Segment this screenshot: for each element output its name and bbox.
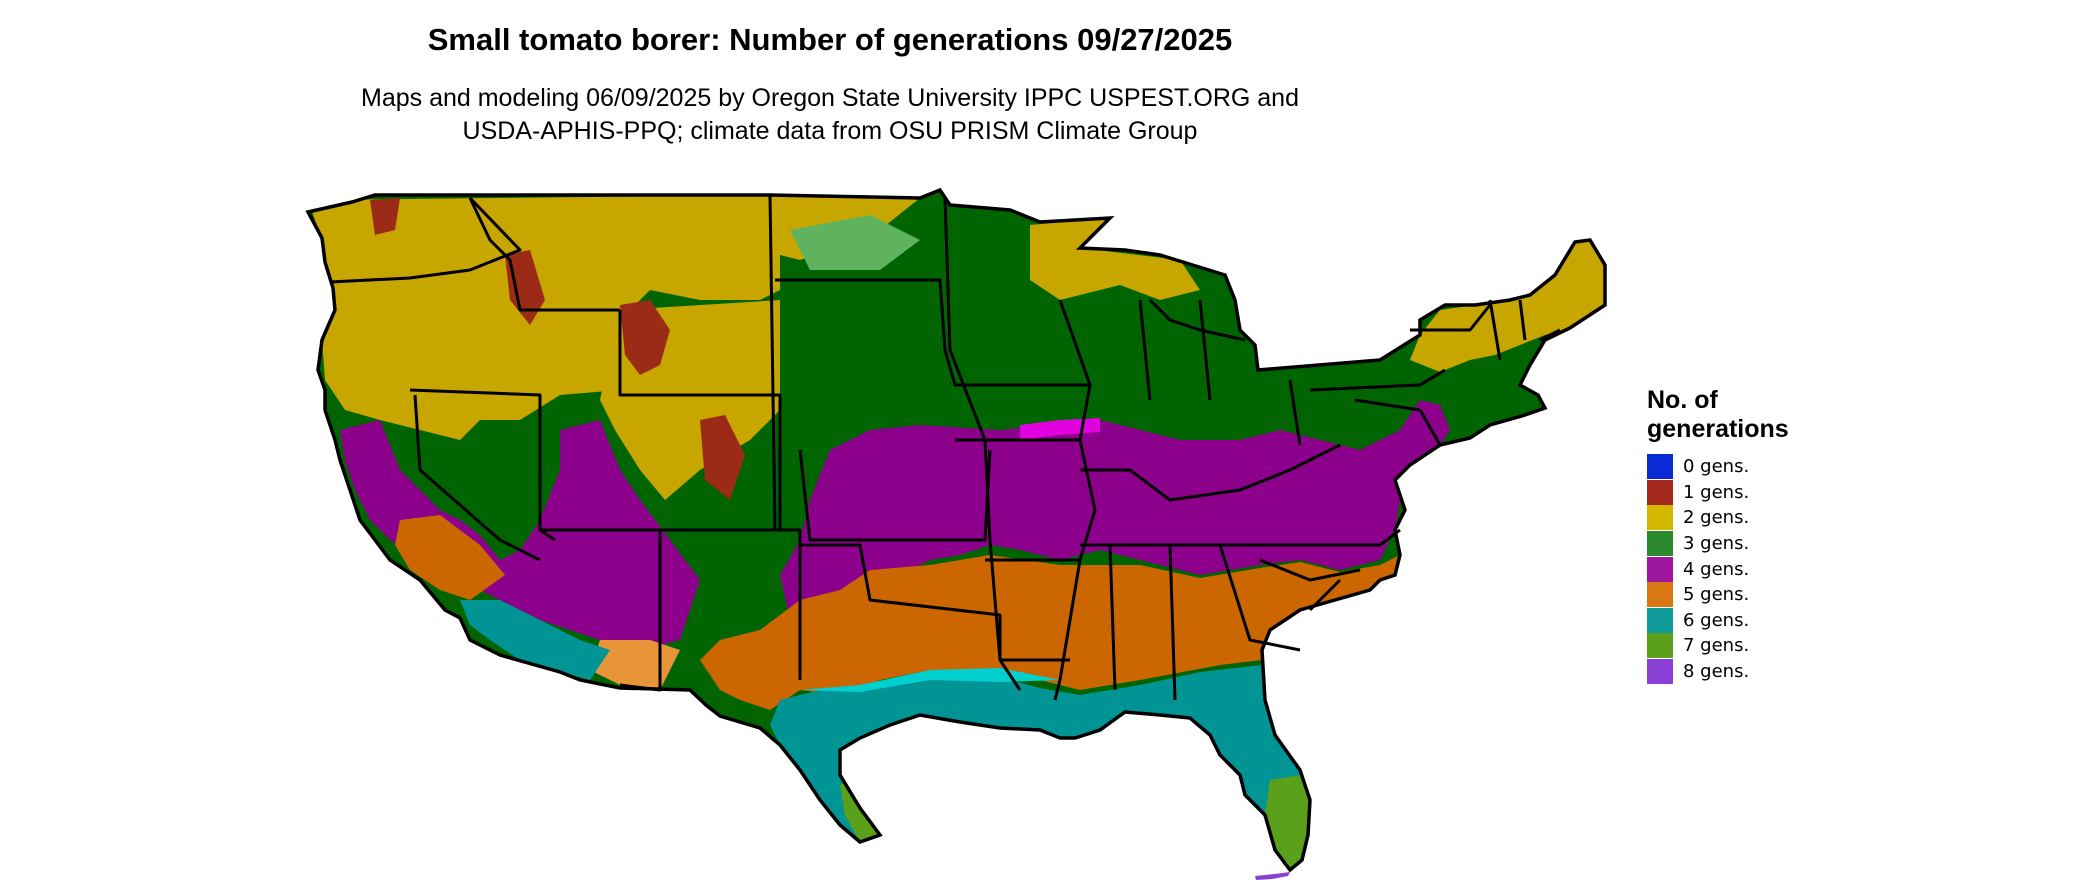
zone-6-gens-gulf — [770, 665, 1310, 870]
legend-swatch — [1647, 531, 1673, 557]
legend-label: 3 gens. — [1683, 533, 1750, 555]
border-mid-column — [943, 197, 1022, 691]
zone-1-gens-cascades — [370, 198, 400, 235]
zone-1-gens-colorado — [700, 415, 745, 500]
legend-item: 0 gens. — [1647, 454, 1847, 480]
border-texas-north — [800, 543, 1002, 660]
map-title: Small tomato borer: Number of generation… — [427, 22, 1233, 57]
border-michigan — [1148, 298, 1246, 342]
legend-item: 5 gens. — [1647, 582, 1847, 608]
legend-swatch — [1647, 607, 1673, 633]
subtitle-line-2: USDA-APHIS-PPQ; climate data from OSU PR… — [462, 117, 1198, 145]
legend-item: 8 gens. — [1647, 659, 1847, 685]
legend-swatch — [1647, 582, 1673, 608]
map-subtitle: Maps and modeling 06/09/2025 by Oregon S… — [0, 82, 1660, 148]
border-iowa-mo — [955, 383, 1085, 442]
legend-swatch — [1647, 633, 1673, 659]
legend: No. of generations 0 gens. 1 gens. 2 gens.… — [1647, 386, 1847, 685]
border-plains-column — [768, 194, 777, 531]
legend-swatch — [1647, 659, 1673, 685]
zone-6-gens-light-fringe — [800, 668, 1060, 692]
legend-swatch — [1647, 454, 1673, 480]
zone-6-gens-desert — [460, 600, 610, 680]
border-ar-la — [985, 558, 1080, 662]
zone-2-gens-northwest — [308, 195, 780, 440]
legend-item: 2 gens. — [1647, 505, 1847, 531]
legend-items: 0 gens. 1 gens. 2 gens. 3 gens. 4 gens. 5 gen… — [1647, 454, 1847, 685]
border-west-tier — [329, 196, 522, 284]
legend-item: 7 gens. — [1647, 633, 1847, 659]
zone-1-gens-idaho — [505, 250, 545, 325]
border-ohio-valley — [1080, 443, 1341, 502]
state-borders — [329, 194, 1561, 701]
legend-title: No. of generations — [1647, 386, 1847, 444]
zone-8-gens-keys — [1255, 872, 1290, 880]
legend-item: 1 gens. — [1647, 479, 1847, 506]
border-ca-nv — [413, 394, 541, 562]
border-east-coast — [1309, 368, 1446, 446]
zone-4-gens-central — [780, 400, 1450, 620]
zone-4-gens-southwest — [340, 420, 700, 650]
legend-label: 2 gens. — [1683, 507, 1750, 529]
legend-label: 5 gens. — [1683, 584, 1750, 606]
generation-zones — [308, 190, 1605, 870]
legend-item: 4 gens. — [1647, 556, 1847, 582]
zone-7-gens-south-florida — [1265, 775, 1310, 870]
border-northeast — [1410, 299, 1561, 361]
border-mississippi — [1053, 299, 1097, 701]
zone-1-gens-wyoming — [620, 300, 670, 375]
legend-label: 1 gens. — [1683, 481, 1750, 503]
legend-item: 3 gens. — [1647, 531, 1847, 557]
legend-label: 7 gens. — [1683, 635, 1750, 657]
legend-label: 4 gens. — [1683, 558, 1750, 580]
zone-4-gens-magenta-edge — [1020, 418, 1100, 440]
subtitle-line-1: Maps and modeling 06/09/2025 by Oregon S… — [361, 84, 1299, 112]
zone-3-gens-light-minnesota — [790, 215, 920, 270]
zone-5-gens-south — [700, 555, 1400, 710]
legend-swatch — [1647, 479, 1673, 505]
zone-5-gens-arizona-east — [590, 640, 680, 690]
border-tn-south — [1080, 528, 1401, 547]
legend-item: 6 gens. — [1647, 607, 1847, 634]
legend-label: 8 gens. — [1683, 661, 1750, 683]
border-nevada-utah — [409, 388, 556, 542]
legend-swatch — [1647, 505, 1673, 531]
border-great-lakes — [1138, 299, 1302, 446]
border-four-corners — [540, 528, 802, 680]
zone-2-gens-upper-midwest — [1030, 218, 1200, 300]
border-deep-south — [1108, 544, 1301, 701]
legend-label: 6 gens. — [1683, 609, 1750, 631]
legend-title-line-2: generations — [1647, 415, 1789, 443]
legend-title-line-1: No. of — [1647, 386, 1718, 414]
legend-swatch — [1647, 556, 1673, 582]
zone-5-gens-southwest — [395, 515, 505, 600]
legend-label: 0 gens. — [1683, 456, 1750, 478]
border-idaho-montana — [468, 197, 620, 312]
